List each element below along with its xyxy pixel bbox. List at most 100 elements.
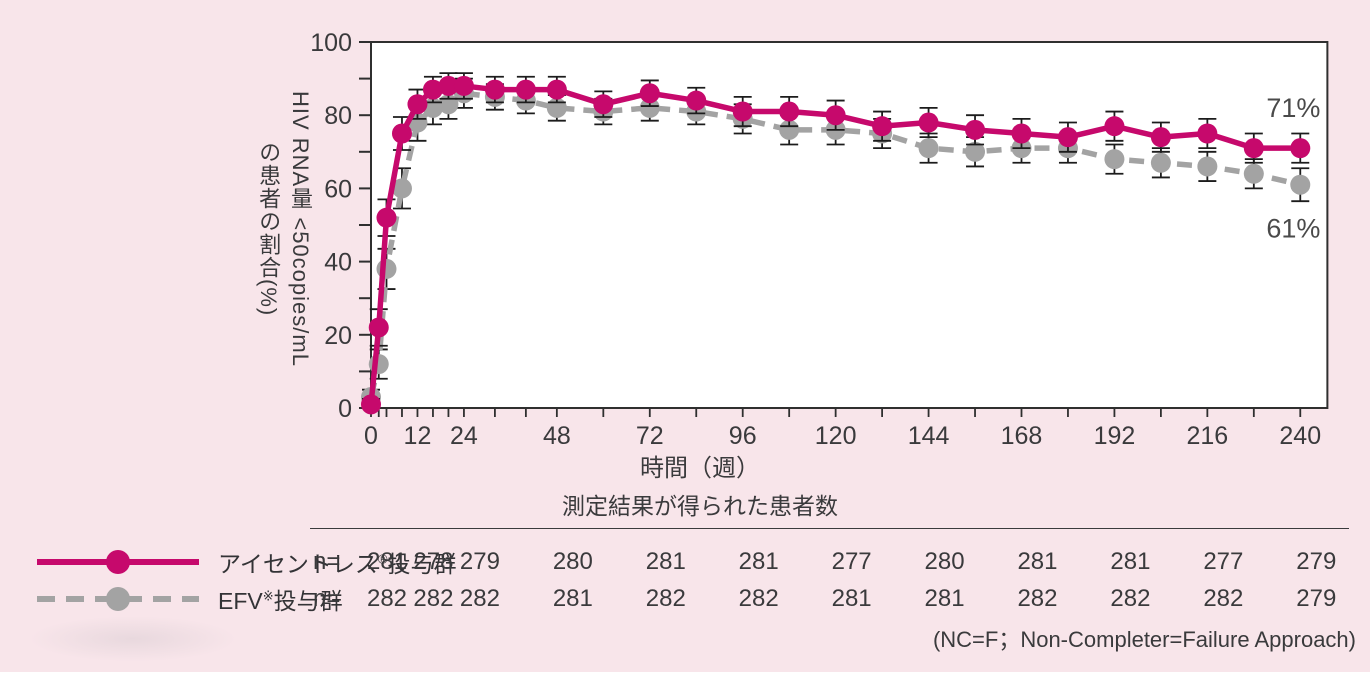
n-value: 278 xyxy=(413,548,454,575)
y-tick-label: 100 xyxy=(310,29,352,57)
data-point xyxy=(1104,116,1125,137)
data-point xyxy=(639,83,660,104)
registered-mark: ® xyxy=(377,550,388,566)
data-point xyxy=(965,119,986,140)
n-value: 281 xyxy=(831,585,872,612)
data-point xyxy=(732,101,753,122)
data-point xyxy=(546,79,567,100)
data-point xyxy=(376,207,397,228)
data-point xyxy=(1243,138,1264,159)
table-rule xyxy=(310,528,1349,529)
data-point xyxy=(1150,152,1171,173)
paper-smudge xyxy=(28,616,238,662)
data-point xyxy=(1104,149,1125,170)
data-point xyxy=(361,394,381,415)
data-point xyxy=(422,79,443,100)
n-value: 282 xyxy=(366,585,408,612)
legend-item-efv: EFV※投与群 xyxy=(34,580,456,617)
y-tick-label: 20 xyxy=(324,322,352,350)
data-point xyxy=(918,112,939,133)
data-point xyxy=(825,105,846,126)
legend-label-efv: EFV※投与群 xyxy=(218,582,343,616)
data-point xyxy=(391,178,412,199)
data-point xyxy=(1057,127,1078,148)
data-point xyxy=(1290,174,1311,195)
legend-item-raltegravir: アイセントレス®投与群 xyxy=(34,543,456,580)
y-axis-title-line1: HIV RNA量 <50copies/mL xyxy=(288,91,313,367)
reference-mark: ※ xyxy=(262,587,274,603)
end-label-efv: 61% xyxy=(1266,214,1320,244)
n-value: 281 xyxy=(645,548,686,575)
x-tick-label: 96 xyxy=(729,422,757,450)
legend-label-text: EFV xyxy=(218,587,263,614)
patients-table-header: 測定結果が得られた患者数 xyxy=(562,493,838,519)
data-point xyxy=(639,97,660,118)
legend-label-text: アイセントレス xyxy=(218,550,378,577)
data-point xyxy=(515,79,536,100)
legend-label-raltegravir: アイセントレス®投与群 xyxy=(218,545,456,579)
x-tick-label: 0 xyxy=(364,422,378,450)
n-value: 282 xyxy=(1017,585,1058,612)
legend-label-text: 投与群 xyxy=(387,550,457,577)
n-value: 282 xyxy=(645,585,686,612)
n-value: 279 xyxy=(1296,585,1337,612)
n-value: 282 xyxy=(413,585,454,612)
x-tick-label: 144 xyxy=(908,422,950,450)
data-point xyxy=(438,75,459,96)
n-value: 277 xyxy=(831,548,872,575)
data-point xyxy=(1197,156,1218,177)
end-label-raltegravir: 71% xyxy=(1266,93,1320,123)
solid-line-marker-icon xyxy=(37,549,199,574)
series-raltegravir xyxy=(361,72,1311,415)
n-value: 281 xyxy=(738,548,779,575)
n-value: 280 xyxy=(552,548,593,575)
n-value: 281 xyxy=(1110,548,1151,575)
data-point xyxy=(1011,123,1032,144)
data-point xyxy=(407,94,428,115)
data-point xyxy=(376,258,397,279)
n-prefix: n= xyxy=(313,585,341,612)
y-axis-title-line2: の患者の割合(%) xyxy=(256,141,282,317)
n-prefix: n= xyxy=(313,548,341,575)
table-row: n= 281 278 279 280 281 281 277 280 281 281 277 279 xyxy=(0,548,1370,576)
data-point xyxy=(1290,138,1311,159)
n-value: 277 xyxy=(1203,548,1244,575)
n-value: 281 xyxy=(924,585,965,612)
data-point xyxy=(368,317,389,338)
x-tick-label: 168 xyxy=(1001,422,1043,450)
n-value: 282 xyxy=(459,585,500,612)
n-value: 282 xyxy=(1110,585,1151,612)
n-value: 281 xyxy=(1017,548,1058,575)
n-value: 281 xyxy=(552,585,593,612)
dashed-line-marker-icon xyxy=(37,586,199,611)
x-tick-label: 240 xyxy=(1279,422,1321,450)
data-point xyxy=(1150,127,1171,148)
y-tick-label: 40 xyxy=(324,249,352,277)
data-point xyxy=(453,75,474,96)
y-axis-title: HIV RNA量 <50copies/mL の患者の割合(%) xyxy=(252,48,316,410)
data-point xyxy=(484,79,505,100)
y-tick-label: 60 xyxy=(324,175,352,203)
page-margin xyxy=(0,672,1370,685)
hiv-rna-line-chart: 0 20 40 60 80 100 0 12 24 48 72 96 120 144 168 192 216 24… xyxy=(310,29,1329,450)
n-value: 279 xyxy=(1296,548,1337,575)
n-value: 282 xyxy=(1203,585,1244,612)
data-point xyxy=(1197,123,1218,144)
x-tick-label: 192 xyxy=(1094,422,1136,450)
y-tick-label: 0 xyxy=(338,395,352,423)
footnote: (NC=F；Non-Completer=Failure Approach) xyxy=(932,627,1356,652)
data-point xyxy=(686,90,707,111)
n-value: 280 xyxy=(924,548,965,575)
chart-legend: アイセントレス®投与群 EFV※投与群 xyxy=(34,543,456,617)
n-value: 281 xyxy=(366,548,408,575)
x-tick-label: 120 xyxy=(815,422,857,450)
n-value: 282 xyxy=(738,585,779,612)
data-point xyxy=(391,123,412,144)
table-row: n= 282 282 282 281 282 282 281 281 282 282 282 279 xyxy=(0,585,1370,613)
data-point xyxy=(965,141,986,162)
x-tick-label: 216 xyxy=(1186,422,1228,450)
x-tick-label: 72 xyxy=(636,422,664,450)
data-point xyxy=(593,94,614,115)
data-point xyxy=(918,138,939,159)
